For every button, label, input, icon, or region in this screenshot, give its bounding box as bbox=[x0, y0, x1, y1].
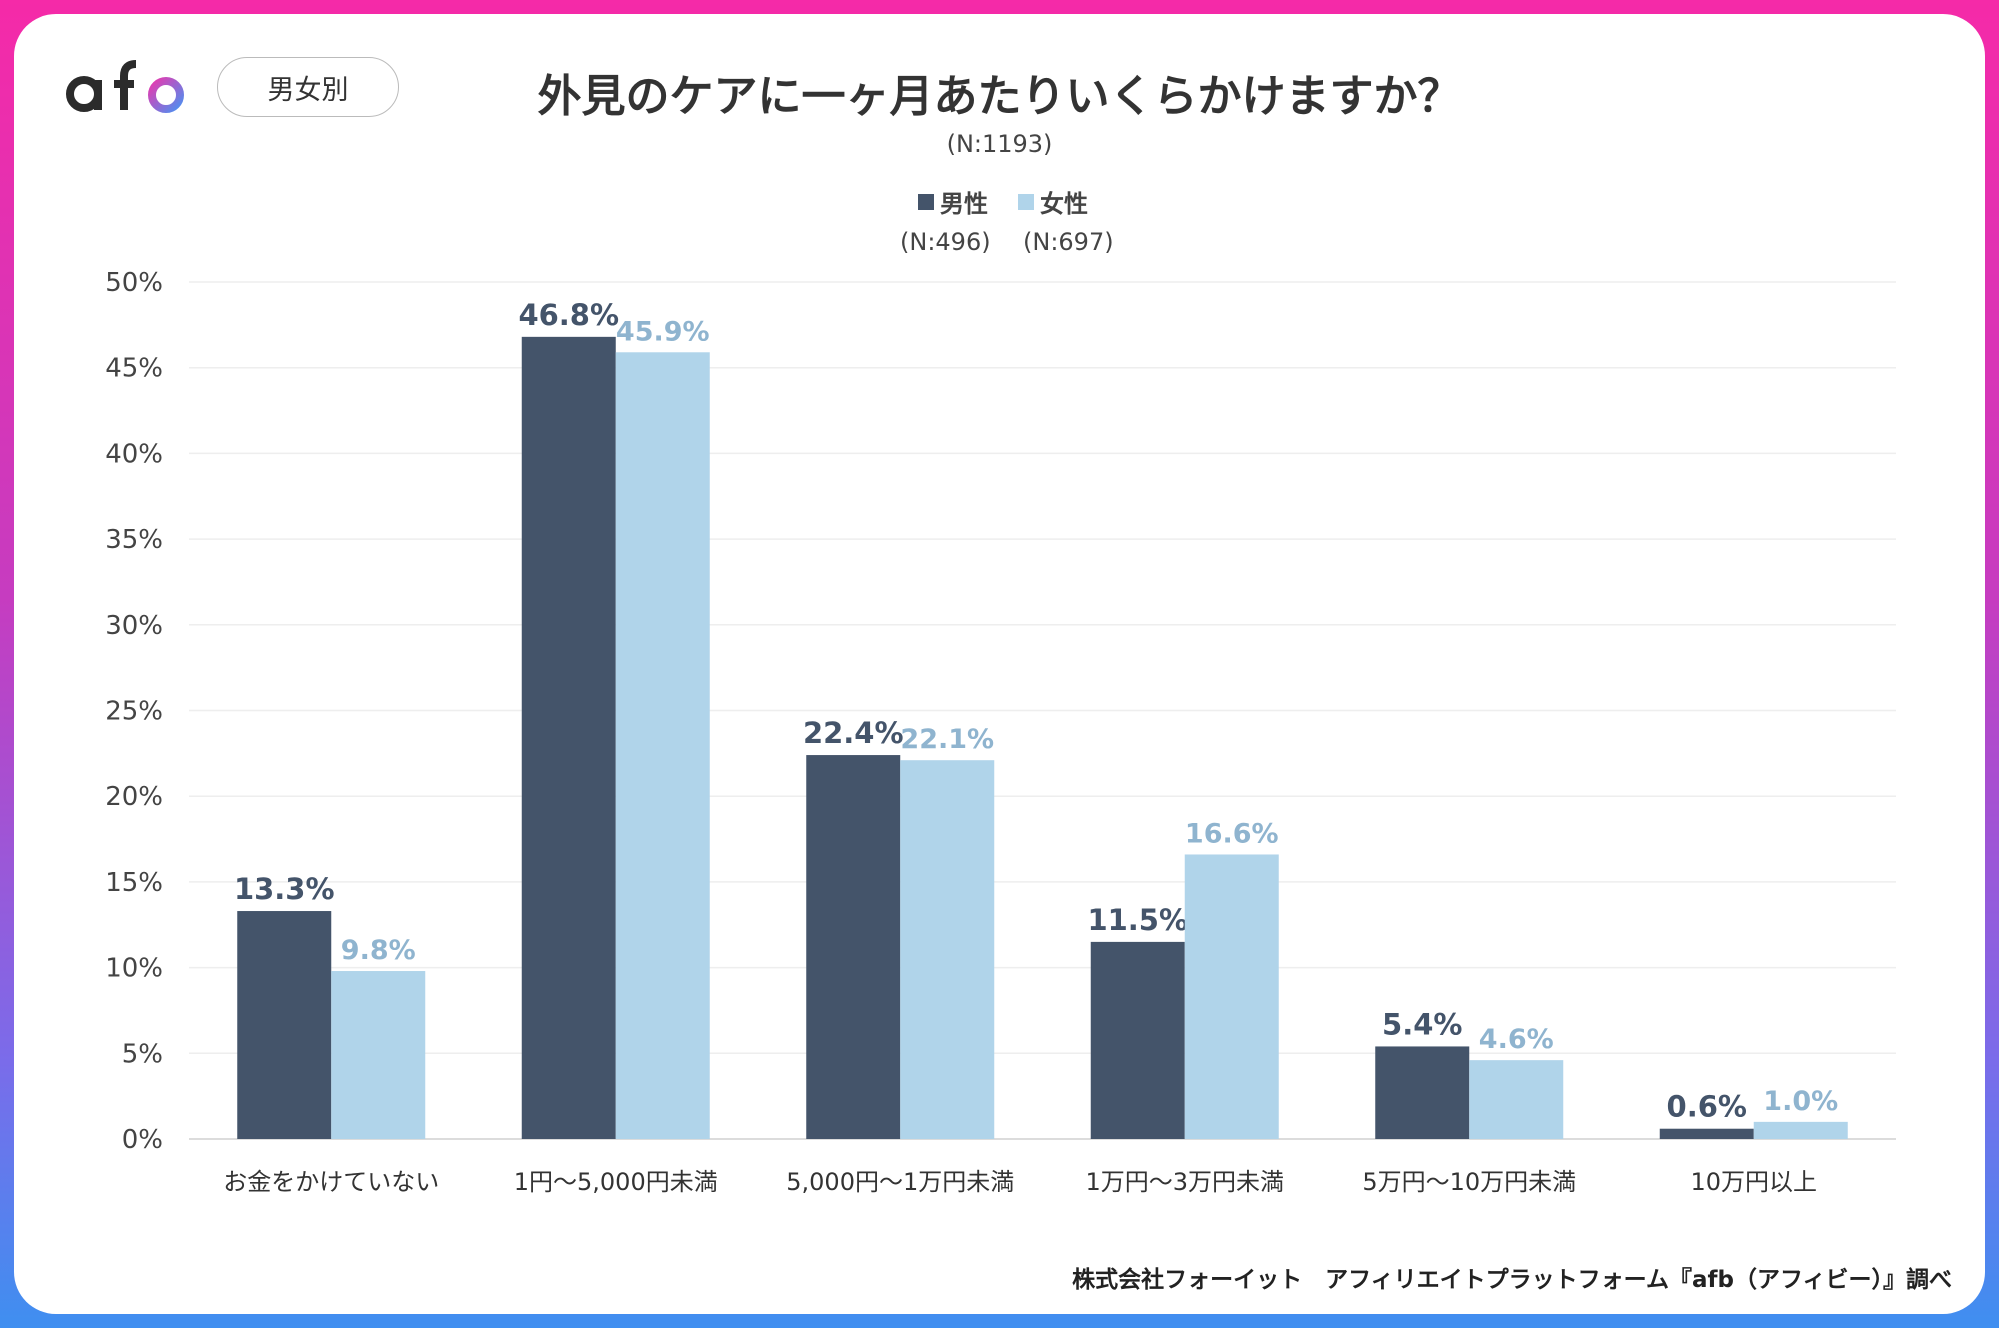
data-label: 4.6% bbox=[1479, 1024, 1554, 1055]
data-label: 16.6% bbox=[1185, 818, 1279, 849]
bar-male bbox=[1090, 941, 1185, 1139]
x-tick-label: 5万円〜10万円未満 bbox=[1362, 1168, 1576, 1196]
y-tick-label: 30% bbox=[105, 611, 163, 641]
data-label: 11.5% bbox=[1087, 903, 1188, 937]
data-label: 45.9% bbox=[616, 316, 710, 347]
chart-title: 外見のケアに一ヶ月あたりいくらかけますか？ bbox=[537, 71, 1462, 122]
legend-swatch-female bbox=[1018, 193, 1034, 210]
y-tick-label: 50% bbox=[105, 268, 163, 298]
bar-female bbox=[615, 352, 710, 1139]
chart-subtitle: (N:1193) bbox=[946, 130, 1053, 158]
legend-n-male: (N:496) bbox=[900, 228, 991, 256]
legend-item-male: 男性 bbox=[918, 184, 988, 219]
x-tick-label: 5,000円〜1万円未満 bbox=[786, 1168, 1014, 1196]
data-label: 5.4% bbox=[1382, 1007, 1462, 1041]
legend-n-female: (N:697) bbox=[1023, 228, 1114, 256]
data-label: 13.3% bbox=[234, 872, 335, 906]
y-tick-label: 25% bbox=[105, 697, 163, 727]
y-tick-label: 15% bbox=[105, 868, 163, 898]
bar-female bbox=[1753, 1121, 1848, 1139]
x-tick-label: 1円〜5,000円未満 bbox=[514, 1168, 718, 1196]
bar-male bbox=[237, 911, 332, 1139]
y-tick-label: 20% bbox=[105, 782, 163, 812]
legend-label-female: 女性 bbox=[1040, 190, 1088, 218]
data-label: 9.8% bbox=[341, 935, 416, 966]
y-tick-label: 5% bbox=[122, 1039, 163, 1069]
bar-male bbox=[806, 755, 901, 1139]
bar-male bbox=[1375, 1046, 1470, 1139]
data-label: 46.8% bbox=[518, 298, 619, 332]
bar-male bbox=[1659, 1128, 1754, 1139]
bar-female bbox=[331, 971, 426, 1139]
data-label: 22.1% bbox=[900, 724, 994, 755]
y-tick-label: 45% bbox=[105, 354, 163, 384]
bar-female bbox=[1469, 1060, 1564, 1139]
data-label: 22.4% bbox=[803, 716, 904, 750]
y-tick-label: 10% bbox=[105, 954, 163, 984]
legend-item-female: 女性 bbox=[1018, 184, 1088, 219]
legend-swatch-male bbox=[918, 193, 934, 210]
gender-badge: 男女別 bbox=[217, 57, 399, 117]
legend-label-male: 男性 bbox=[940, 190, 988, 218]
x-tick-label: 10万円以上 bbox=[1690, 1168, 1817, 1196]
y-tick-label: 0% bbox=[122, 1125, 163, 1155]
x-tick-label: 1万円〜3万円未満 bbox=[1085, 1168, 1284, 1196]
x-tick-label: お金をかけていない bbox=[223, 1168, 439, 1196]
bar-female bbox=[1184, 854, 1279, 1139]
data-label: 0.6% bbox=[1667, 1090, 1747, 1124]
afb-logo bbox=[66, 58, 184, 113]
bar-female bbox=[900, 760, 995, 1139]
source-note: 株式会社フォーイット アフィリエイトプラットフォーム『afb（アフィビー）』調べ bbox=[1072, 1267, 1952, 1293]
y-tick-label: 40% bbox=[105, 439, 163, 469]
data-label: 1.0% bbox=[1763, 1086, 1838, 1117]
y-tick-label: 35% bbox=[105, 525, 163, 555]
bar-male bbox=[521, 336, 616, 1139]
